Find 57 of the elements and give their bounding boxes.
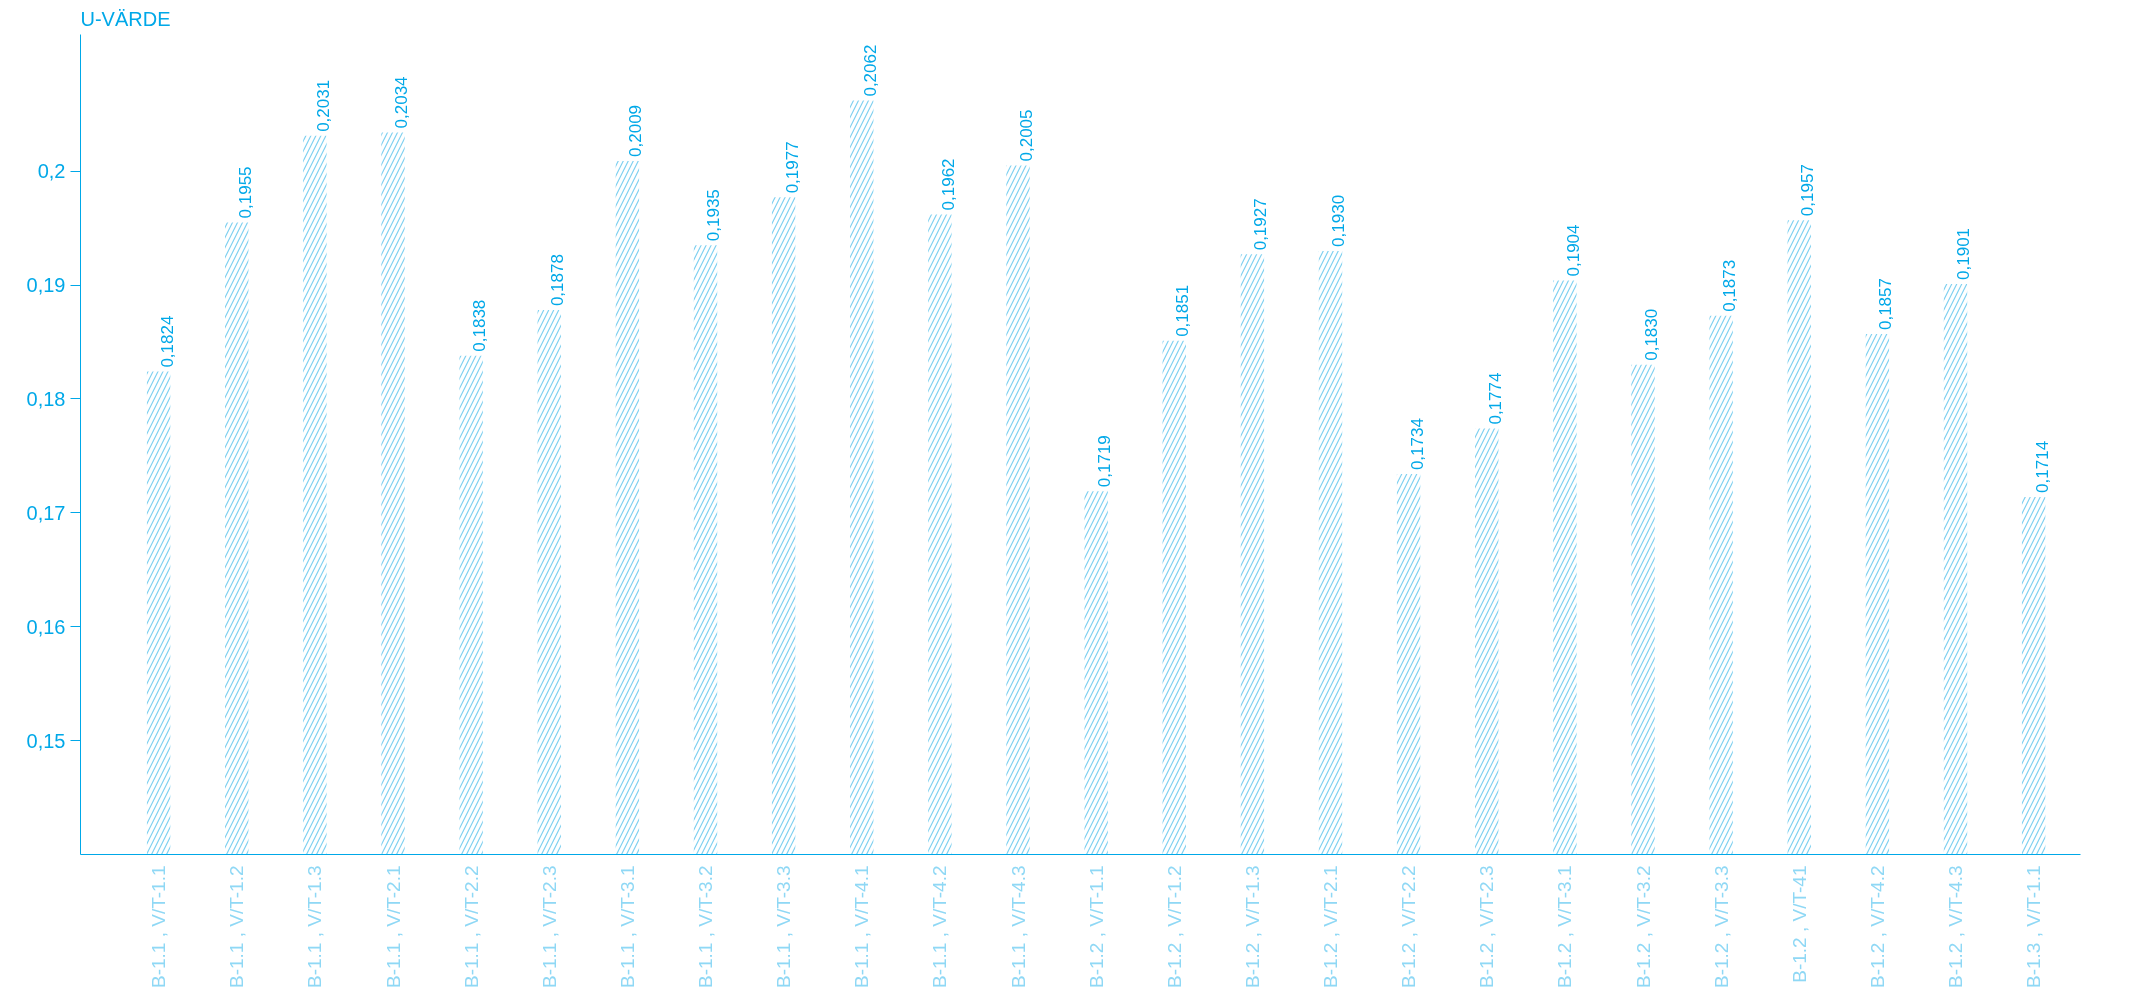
data-label: 0,2009 <box>626 104 646 157</box>
x-tick-label: B-1.1 , V/T-4.1 <box>851 865 873 988</box>
y-tick-label: 0,19 <box>26 274 66 297</box>
x-tick-label: B-1.2 , V/T-41 <box>1788 865 1810 983</box>
y-tick-label: 0,17 <box>26 501 66 524</box>
x-tick-label: B-1.1 , V/T-3.3 <box>773 865 795 988</box>
data-label: 0,1873 <box>1720 259 1740 312</box>
x-tick-label: B-1.2 , V/T-3.2 <box>1632 865 1654 988</box>
x-tick-label: B-1.2 , V/T-3.3 <box>1710 865 1732 988</box>
data-label: 0,2062 <box>860 44 880 97</box>
data-label: 0,2031 <box>313 79 333 132</box>
x-tick-label: B-1.1 , V/T-3.2 <box>695 865 716 988</box>
data-label: 0,1930 <box>1329 194 1349 247</box>
data-label: 0,1714 <box>2032 440 2052 493</box>
x-tick-label: B-1.2 , V/T-3.1 <box>1554 865 1576 988</box>
x-tick-label: B-1.1 , V/T-3.1 <box>616 865 638 988</box>
x-tick-label: B-1.2 , V/T-4.3 <box>1945 865 1966 988</box>
data-label: 0,1774 <box>1485 372 1505 425</box>
x-tick-label: B-1.2 , V/T-1.3 <box>1241 865 1263 988</box>
x-tick-label: B-1.2 , V/T-2.2 <box>1398 865 1420 988</box>
data-label: 0,1719 <box>1095 435 1115 488</box>
data-label: 0,1830 <box>1642 308 1661 361</box>
data-label: 0,1878 <box>548 254 568 307</box>
data-label: 0,1904 <box>1563 224 1583 277</box>
x-tick-label: B-1.1 , V/T-2.3 <box>538 865 560 988</box>
x-tick-label: B-1.3 , V/T-1.1 <box>2023 865 2045 988</box>
data-label: 0,1857 <box>1876 278 1896 331</box>
x-tick-label: B-1.1 , V/T-1.3 <box>304 865 326 988</box>
data-label: 0,2034 <box>392 76 411 129</box>
x-tick-label: B-1.1 , V/T-2.1 <box>382 865 404 988</box>
x-tick-label: B-1.2 , V/T-4.2 <box>1866 865 1888 988</box>
y-tick-label: 0,15 <box>26 729 66 752</box>
x-tick-label: B-1.1 , V/T-1.1 <box>148 865 170 988</box>
data-label: 0,1734 <box>1407 418 1427 471</box>
x-tick-label: B-1.1 , V/T-4.3 <box>1007 865 1029 988</box>
x-tick-label: B-1.2 , V/T-1.1 <box>1085 865 1107 988</box>
data-label: 0,1955 <box>235 166 255 219</box>
y-tick-label: 0,2 <box>37 160 66 183</box>
x-tick-label: B-1.1 , V/T-1.2 <box>226 865 248 988</box>
data-label: 0,1838 <box>470 299 490 352</box>
data-label: 0,1962 <box>938 158 958 211</box>
data-label: 0,1901 <box>1954 227 1974 280</box>
data-label: 0,1824 <box>157 315 177 368</box>
data-label: 0,2005 <box>1017 109 1036 162</box>
y-axis-title: U-VÄRDE <box>80 7 171 30</box>
x-tick-label: B-1.2 , V/T-1.2 <box>1163 865 1185 988</box>
x-tick-label: B-1.2 , V/T-2.3 <box>1476 865 1498 988</box>
y-tick-label: 0,16 <box>26 615 66 638</box>
data-label: 0,1935 <box>704 189 724 242</box>
x-tick-label: B-1.1 , V/T-2.2 <box>460 865 482 988</box>
x-tick-label: B-1.2 , V/T-2.1 <box>1320 865 1341 988</box>
data-label: 0,1851 <box>1173 284 1193 337</box>
data-label: 0,1977 <box>782 141 802 194</box>
y-tick-label: 0,18 <box>26 387 66 410</box>
data-label: 0,1927 <box>1251 198 1271 251</box>
x-tick-label: B-1.1 , V/T-4.2 <box>929 865 951 988</box>
data-label: 0,1957 <box>1798 164 1818 217</box>
